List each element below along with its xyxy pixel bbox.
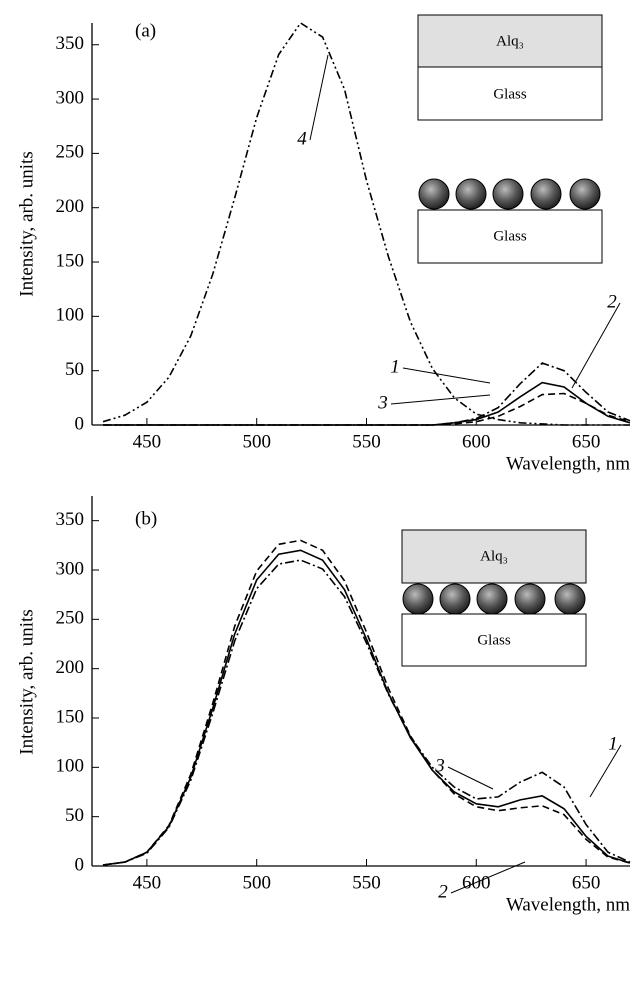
- alq-layer: [401, 529, 587, 584]
- leader-line: [571, 302, 621, 389]
- x-axis-label: Wavelength, nm: [506, 453, 630, 474]
- x-tick-label: 450: [133, 431, 162, 452]
- glass-layer: [401, 613, 587, 667]
- y-tick-label: 350: [56, 509, 85, 530]
- leader-line: [402, 367, 491, 384]
- glass-layer: [417, 66, 603, 121]
- y-axis-label: Intensity, arb. units: [16, 609, 37, 754]
- y-tick-label: 250: [56, 608, 85, 629]
- glass-layer: [417, 209, 603, 264]
- y-tick-label: 350: [56, 33, 85, 54]
- x-tick-label: 600: [462, 431, 491, 452]
- inset-label: Alq₃: [480, 548, 508, 564]
- y-tick-label: 200: [56, 657, 85, 678]
- y-tick-label: 100: [56, 305, 85, 326]
- inset: Alq₃ Glass: [401, 529, 587, 667]
- nanoparticles: [402, 583, 586, 615]
- leader-line: [309, 54, 329, 141]
- inset: Alq₃ Glass Glass: [417, 14, 603, 264]
- leader-line: [450, 861, 526, 894]
- x-tick-label: 500: [242, 872, 271, 893]
- series-label: 1: [390, 356, 400, 377]
- y-tick-label: 200: [56, 196, 85, 217]
- series-label: 2: [438, 881, 448, 902]
- line-series: [102, 21, 630, 426]
- y-tick-label: 50: [65, 805, 84, 826]
- y-axis-label: Intensity, arb. units: [16, 151, 37, 296]
- alq-layer: [417, 14, 603, 68]
- leader-line: [447, 766, 494, 790]
- panel-label: (a): [135, 20, 156, 41]
- y-tick-label: 300: [56, 87, 85, 108]
- nanoparticles: [418, 178, 601, 210]
- panel-label: (b): [135, 508, 157, 529]
- line-series: [102, 549, 631, 866]
- inset-label: Glass: [493, 228, 526, 244]
- x-tick-label: 550: [352, 872, 381, 893]
- line-series: [102, 539, 631, 866]
- leader-line: [589, 744, 622, 798]
- y-tick-label: 50: [65, 359, 84, 380]
- series-label: 3: [434, 755, 445, 776]
- inset-label: Glass: [477, 632, 510, 648]
- x-tick-label: 450: [133, 872, 162, 893]
- x-tick-label: 550: [352, 431, 381, 452]
- series-label: 3: [377, 392, 388, 413]
- y-tick-label: 300: [56, 558, 85, 579]
- y-tick-label: 150: [56, 250, 85, 271]
- series-label: 1: [608, 733, 618, 754]
- inset-label: Alq₃: [496, 33, 524, 49]
- y-tick-label: 100: [56, 756, 85, 777]
- x-tick-label: 650: [572, 431, 601, 452]
- y-tick-label: 0: [75, 413, 85, 434]
- line-series: [102, 559, 631, 866]
- x-tick-label: 500: [242, 431, 271, 452]
- y-tick-label: 0: [75, 854, 85, 875]
- y-tick-label: 150: [56, 706, 85, 727]
- x-axis-label: Wavelength, nm: [506, 894, 630, 915]
- inset-label: Glass: [493, 86, 526, 102]
- line-series: [103, 362, 631, 426]
- line-series: [103, 392, 631, 426]
- leader-line: [390, 394, 491, 405]
- series-label: 2: [607, 291, 617, 312]
- y-tick-label: 250: [56, 142, 85, 163]
- series-label: 4: [297, 128, 307, 149]
- x-tick-label: 650: [572, 872, 601, 893]
